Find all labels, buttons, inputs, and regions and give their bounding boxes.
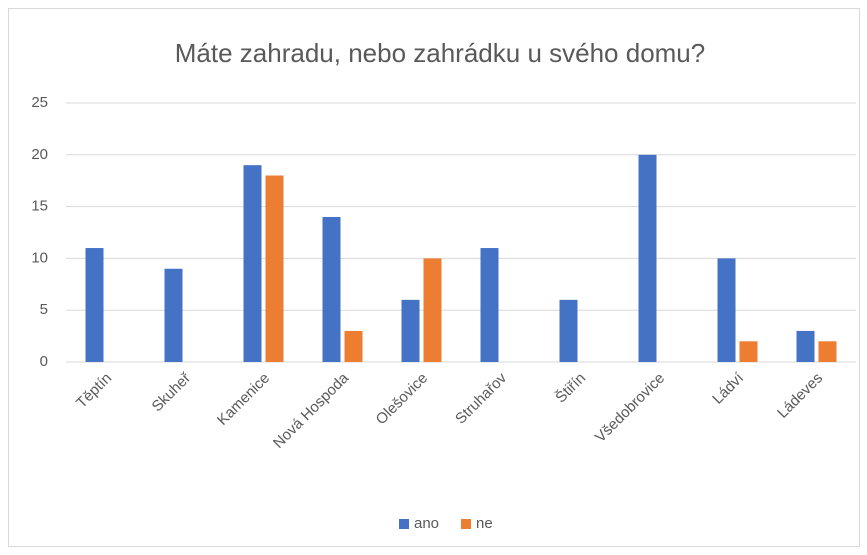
chart-title: Máte zahradu, nebo zahrádku u svého domu… bbox=[175, 38, 705, 68]
legend-label: ano bbox=[414, 515, 439, 532]
bar bbox=[344, 330, 363, 362]
y-tick-label: 0 bbox=[40, 353, 48, 370]
bar bbox=[818, 341, 837, 362]
y-tick-label: 10 bbox=[31, 249, 48, 266]
y-tick-label: 20 bbox=[31, 146, 48, 163]
bar bbox=[322, 216, 341, 362]
y-tick-label: 25 bbox=[31, 94, 48, 111]
bar bbox=[559, 299, 578, 362]
bar bbox=[638, 154, 657, 362]
bar bbox=[796, 330, 815, 362]
bar bbox=[423, 258, 442, 362]
bar bbox=[480, 248, 499, 362]
legend-label: ne bbox=[476, 515, 493, 532]
bar bbox=[243, 165, 262, 362]
y-tick-label: 5 bbox=[40, 301, 48, 318]
legend-swatch bbox=[399, 519, 409, 529]
y-tick-label: 15 bbox=[31, 198, 48, 215]
bar bbox=[85, 248, 104, 362]
bar bbox=[265, 175, 284, 362]
legend-swatch bbox=[461, 519, 471, 529]
bar bbox=[739, 341, 758, 362]
bar bbox=[401, 299, 420, 362]
bar bbox=[717, 258, 736, 362]
bar bbox=[164, 268, 183, 362]
